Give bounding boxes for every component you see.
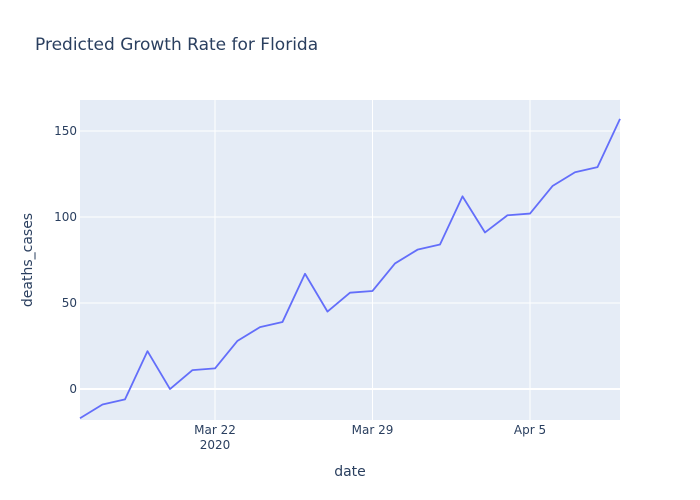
x-tick-year-label: 2020 <box>200 438 231 452</box>
plot-area <box>80 100 620 420</box>
y-tick-label: 150 <box>54 124 77 138</box>
series-layer <box>79 118 621 420</box>
x-tick-label: Apr 5 <box>514 423 546 437</box>
chart-title: Predicted Growth Rate for Florida <box>35 35 318 55</box>
y-axis-title: deaths_cases <box>20 213 36 307</box>
y-tick-label: 50 <box>62 296 77 310</box>
y-tick-label: 0 <box>69 382 77 396</box>
grid-lines <box>80 100 620 420</box>
x-tick-label: Mar 22 <box>194 423 236 437</box>
y-tick-label: 100 <box>54 210 77 224</box>
series-line <box>79 118 621 420</box>
x-tick-label: Mar 29 <box>352 423 394 437</box>
x-axis-title: date <box>334 464 366 480</box>
